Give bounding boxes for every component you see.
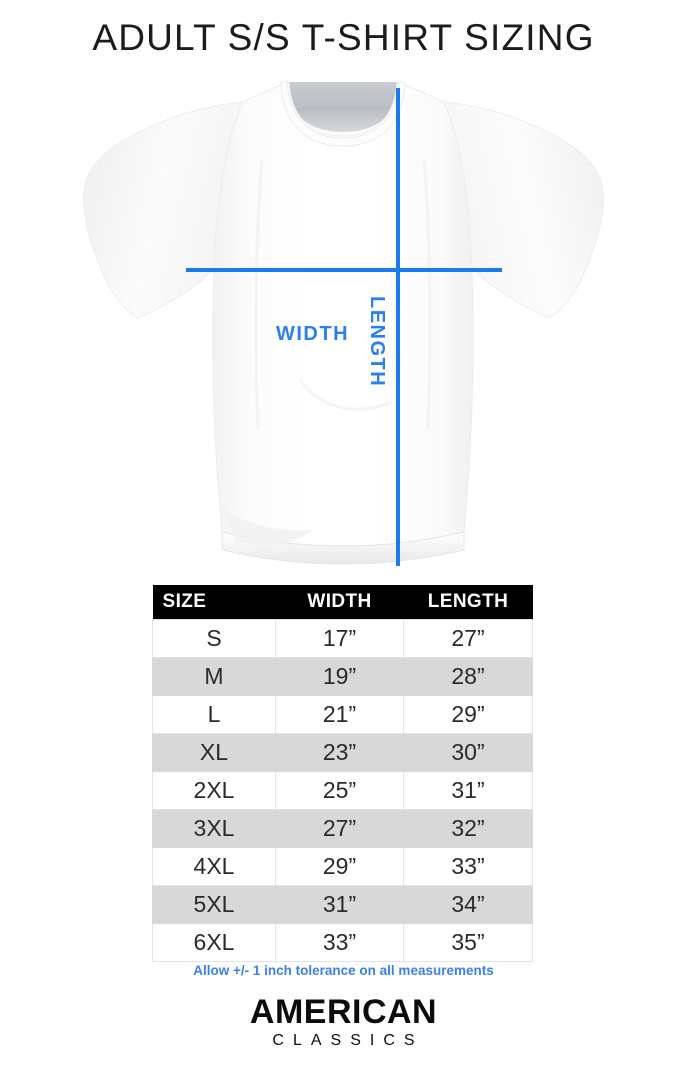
table-body: S 17” 27” M 19” 28” L 21” 29” XL 23” 30”… — [152, 619, 533, 962]
cell-width: 31” — [275, 885, 404, 924]
table-row: S 17” 27” — [152, 619, 533, 658]
cell-length: 31” — [403, 771, 533, 810]
table-row: 3XL 27” 32” — [152, 809, 533, 848]
tolerance-note: Allow +/- 1 inch tolerance on all measur… — [193, 963, 494, 978]
cell-size: 6XL — [152, 923, 276, 962]
cell-size: M — [152, 657, 276, 696]
table-row: L 21” 29” — [152, 695, 533, 734]
tshirt-illustration — [83, 80, 604, 565]
cell-length: 27” — [403, 619, 533, 658]
cell-length: 34” — [403, 885, 533, 924]
table-row: M 19” 28” — [152, 657, 533, 696]
cell-length: 33” — [403, 847, 533, 886]
brand-logo: AMERICAN CLASSICS — [0, 995, 687, 1050]
brand-name-secondary: CLASSICS — [272, 1031, 424, 1049]
page-title: ADULT S/S T-SHIRT SIZING — [92, 17, 595, 58]
table-row: XL 23” 30” — [152, 733, 533, 772]
cell-size: L — [152, 695, 276, 734]
cell-width: 19” — [275, 657, 404, 696]
table-row: 4XL 29” 33” — [152, 847, 533, 886]
brand-name-primary: AMERICAN — [249, 993, 438, 1031]
cell-width: 33” — [275, 923, 404, 962]
cell-length: 29” — [403, 695, 533, 734]
cell-size: S — [152, 619, 276, 658]
table-row: 2XL 25” 31” — [152, 771, 533, 810]
cell-length: 35” — [403, 923, 533, 962]
table-row: 6XL 33” 35” — [152, 923, 533, 962]
header-length: LENGTH — [403, 585, 533, 620]
table-row: 5XL 31” 34” — [152, 885, 533, 924]
cell-size: 3XL — [152, 809, 276, 848]
cell-width: 17” — [275, 619, 404, 658]
size-chart-table: SIZE WIDTH LENGTH S 17” 27” M 19” 28” L … — [152, 585, 533, 962]
cell-length: 28” — [403, 657, 533, 696]
cell-length: 30” — [403, 733, 533, 772]
cell-width: 23” — [275, 733, 404, 772]
cell-width: 21” — [275, 695, 404, 734]
cell-size: XL — [152, 733, 276, 772]
table-header-row: SIZE WIDTH LENGTH — [152, 585, 533, 620]
cell-width: 29” — [275, 847, 404, 886]
cell-width: 27” — [275, 809, 404, 848]
cell-size: 5XL — [152, 885, 276, 924]
cell-width: 25” — [275, 771, 404, 810]
header-size: SIZE — [152, 585, 276, 620]
cell-length: 32” — [403, 809, 533, 848]
header-width: WIDTH — [275, 585, 404, 620]
cell-size: 4XL — [152, 847, 276, 886]
cell-size: 2XL — [152, 771, 276, 810]
shirt-diagram: WIDTH LENGTH — [0, 80, 687, 575]
